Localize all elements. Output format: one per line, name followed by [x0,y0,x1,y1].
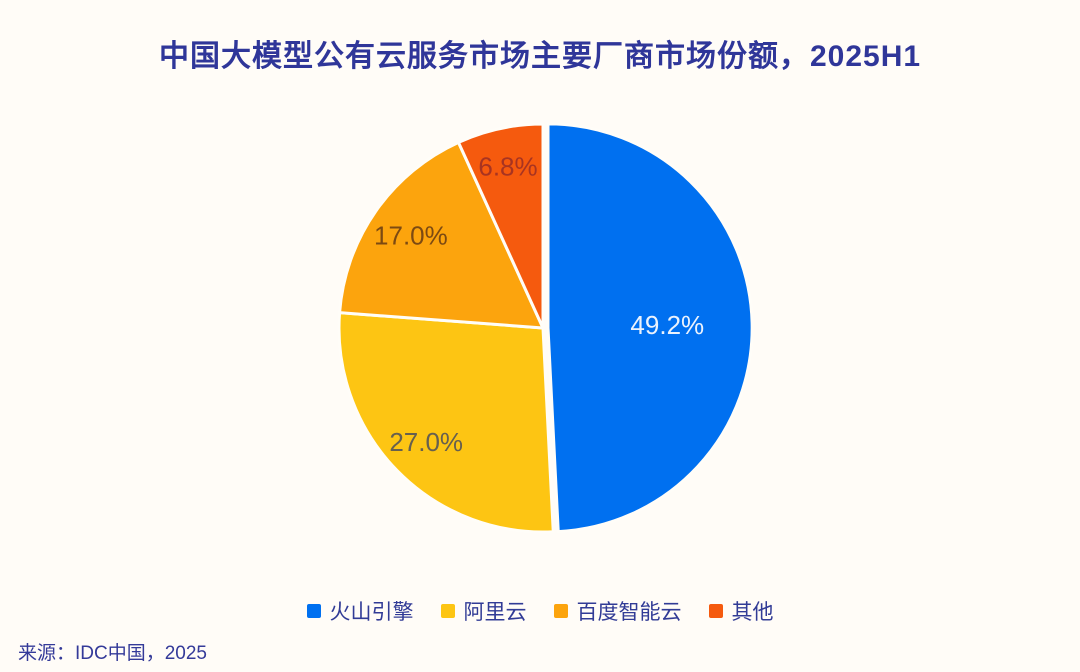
slice-label-阿里云: 27.0% [389,427,463,457]
legend-marker-火山引擎 [306,604,321,618]
legend: 火山引擎 阿里云 百度智能云 其他 [0,596,1080,626]
legend-item-阿里云: 阿里云 [440,596,527,626]
legend-item-火山引擎: 火山引擎 [306,596,414,626]
slice-label-其他: 6.8% [478,152,537,182]
pie-slice-百度智能云 [338,140,545,330]
legend-marker-百度智能云 [553,604,568,618]
legend-label-其他: 其他 [731,601,774,624]
pie-slice-火山引擎 [546,122,754,534]
source-note: 来源：IDC中国，2025 [18,643,207,664]
pie-slice-其他 [456,122,545,330]
legend-label-百度智能云: 百度智能云 [576,601,682,624]
slice-label-火山引擎: 49.2% [630,310,704,340]
legend-marker-其他 [708,604,723,618]
legend-item-其他: 其他 [708,596,774,626]
legend-label-阿里云: 阿里云 [463,601,527,624]
legend-marker-阿里云 [440,604,455,618]
slice-label-百度智能云: 17.0% [374,221,448,251]
chart-title: 中国大模型公有云服务市场主要厂商市场份额，2025H1 [158,40,922,73]
legend-item-百度智能云: 百度智能云 [553,596,682,626]
pie-slice-阿里云 [337,311,555,534]
legend-label-火山引擎: 火山引擎 [329,601,414,624]
